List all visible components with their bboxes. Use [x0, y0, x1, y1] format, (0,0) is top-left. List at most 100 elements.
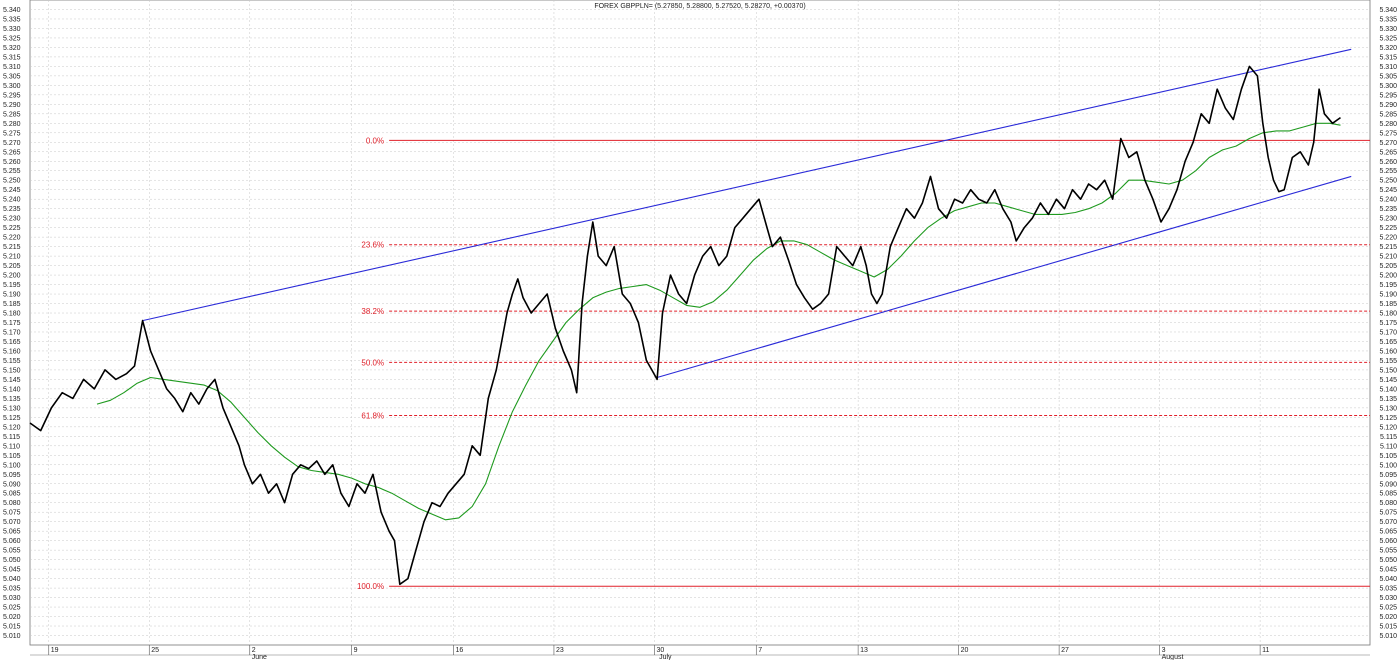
- y-tick-label: 5.175: [3, 320, 21, 327]
- y-tick-label: 5.120: [1379, 424, 1397, 431]
- price-line: [29, 65, 1341, 586]
- x-tick-label: 30: [656, 647, 664, 654]
- y-tick-label: 5.045: [1379, 567, 1397, 574]
- y-tick-label: 5.230: [1379, 216, 1397, 223]
- y-tick-label: 5.310: [1379, 64, 1397, 71]
- y-tick-label: 5.280: [3, 121, 21, 128]
- y-tick-label: 5.050: [1379, 557, 1397, 564]
- y-tick-label: 5.250: [1379, 178, 1397, 185]
- x-tick-label: 9: [354, 647, 358, 654]
- y-tick-label: 5.180: [1379, 311, 1397, 318]
- x-tick-label: 19: [51, 647, 59, 654]
- y-tick-label: 5.060: [1379, 538, 1397, 545]
- y-tick-label: 5.290: [1379, 102, 1397, 109]
- y-tick-label: 5.110: [3, 443, 20, 450]
- y-tick-label: 5.170: [3, 329, 21, 336]
- y-tick-label: 5.165: [3, 339, 21, 346]
- y-tick-label: 5.205: [3, 263, 21, 270]
- y-tick-label: 5.265: [3, 149, 21, 156]
- y-tick-label: 5.240: [1379, 197, 1397, 204]
- y-tick-label: 5.010: [1379, 633, 1397, 640]
- fib-level-label: 100.0%: [357, 582, 384, 591]
- y-tick-label: 5.035: [1379, 586, 1397, 593]
- y-tick-label: 5.215: [1379, 244, 1397, 251]
- y-tick-label: 5.190: [1379, 292, 1397, 299]
- y-tick-label: 5.115: [1380, 434, 1397, 441]
- y-tick-label: 5.125: [1379, 415, 1397, 422]
- y-tick-label: 5.275: [3, 130, 21, 137]
- y-tick-label: 5.145: [3, 377, 21, 384]
- fibonacci-levels: 0.0% 23.6% 38.2% 50.0% 61.8% 100.0%: [357, 136, 1370, 591]
- y-tick-label: 5.160: [1379, 348, 1397, 355]
- fib-level-label: 61.8%: [361, 411, 384, 420]
- y-tick-label: 5.070: [3, 519, 21, 526]
- y-tick-label: 5.010: [3, 633, 21, 640]
- y-tick-label: 5.185: [3, 301, 21, 308]
- y-tick-label: 5.210: [1379, 254, 1397, 261]
- y-tick-label: 5.335: [1379, 16, 1397, 23]
- y-tick-label: 5.160: [3, 348, 21, 355]
- y-tick-label: 5.130: [3, 405, 21, 412]
- y-tick-label: 5.165: [1379, 339, 1397, 346]
- y-tick-label: 5.025: [3, 605, 21, 612]
- trend-channel: [142, 48, 1352, 379]
- y-tick-label: 5.075: [3, 510, 21, 517]
- y-tick-label: 5.285: [3, 111, 21, 118]
- y-tick-label: 5.325: [3, 35, 21, 42]
- y-tick-label: 5.195: [3, 282, 21, 289]
- y-tick-label: 5.295: [3, 92, 21, 99]
- y-tick-label: 5.150: [1379, 367, 1397, 374]
- y-tick-label: 5.150: [3, 367, 21, 374]
- y-tick-label: 5.220: [3, 235, 21, 242]
- x-tick-label: 2: [252, 647, 256, 654]
- y-tick-label: 5.285: [1379, 111, 1397, 118]
- y-axis-right: 5.010 5.015 5.020 5.025 5.030 5.035 5.040 5.045…: [1379, 7, 1397, 640]
- x-tick-label: 20: [961, 647, 969, 654]
- y-tick-label: 5.225: [3, 225, 21, 232]
- y-tick-label: 5.105: [1379, 453, 1397, 460]
- y-tick-label: 5.115: [3, 434, 20, 441]
- fib-level-label: 38.2%: [361, 307, 384, 316]
- y-tick-label: 5.075: [1379, 510, 1397, 517]
- x-tick-label: 23: [556, 647, 564, 654]
- y-tick-label: 5.260: [3, 159, 21, 166]
- y-tick-label: 5.245: [1379, 187, 1397, 194]
- y-tick-label: 5.260: [1379, 159, 1397, 166]
- x-tick-label: 25: [151, 647, 159, 654]
- x-tick-label: 27: [1061, 647, 1069, 654]
- y-tick-label: 5.330: [3, 26, 21, 33]
- y-tick-label: 5.200: [1379, 273, 1397, 280]
- y-tick-label: 5.235: [1379, 206, 1397, 213]
- month-label: August: [1162, 654, 1184, 660]
- y-tick-label: 5.195: [1379, 282, 1397, 289]
- y-tick-label: 5.080: [1379, 500, 1397, 507]
- y-tick-label: 5.230: [3, 216, 21, 223]
- y-tick-label: 5.240: [3, 197, 21, 204]
- fib-level-label: 23.6%: [361, 241, 384, 250]
- y-tick-label: 5.095: [1379, 472, 1397, 479]
- y-tick-label: 5.135: [1379, 396, 1397, 403]
- y-tick-label: 5.270: [3, 140, 21, 147]
- x-tick-label: 11: [1262, 647, 1269, 654]
- y-tick-label: 5.045: [3, 567, 21, 574]
- y-tick-label: 5.040: [1379, 576, 1397, 583]
- y-tick-label: 5.305: [1379, 73, 1397, 80]
- y-tick-label: 5.070: [1379, 519, 1397, 526]
- y-tick-label: 5.255: [3, 168, 21, 175]
- y-tick-label: 5.300: [3, 83, 21, 90]
- y-tick-label: 5.185: [1379, 301, 1397, 308]
- y-tick-label: 5.335: [3, 16, 21, 23]
- y-tick-label: 5.125: [3, 415, 21, 422]
- y-tick-label: 5.015: [1379, 624, 1397, 631]
- y-tick-label: 5.245: [3, 187, 21, 194]
- x-tick-label: 3: [1162, 647, 1166, 654]
- y-tick-label: 5.110: [1380, 443, 1397, 450]
- y-tick-label: 5.020: [3, 614, 21, 621]
- y-tick-label: 5.300: [1379, 83, 1397, 90]
- y-tick-label: 5.180: [3, 311, 21, 318]
- y-tick-label: 5.030: [3, 595, 21, 602]
- series-group: [29, 65, 1341, 586]
- y-tick-label: 5.050: [3, 557, 21, 564]
- y-tick-label: 5.100: [3, 462, 21, 469]
